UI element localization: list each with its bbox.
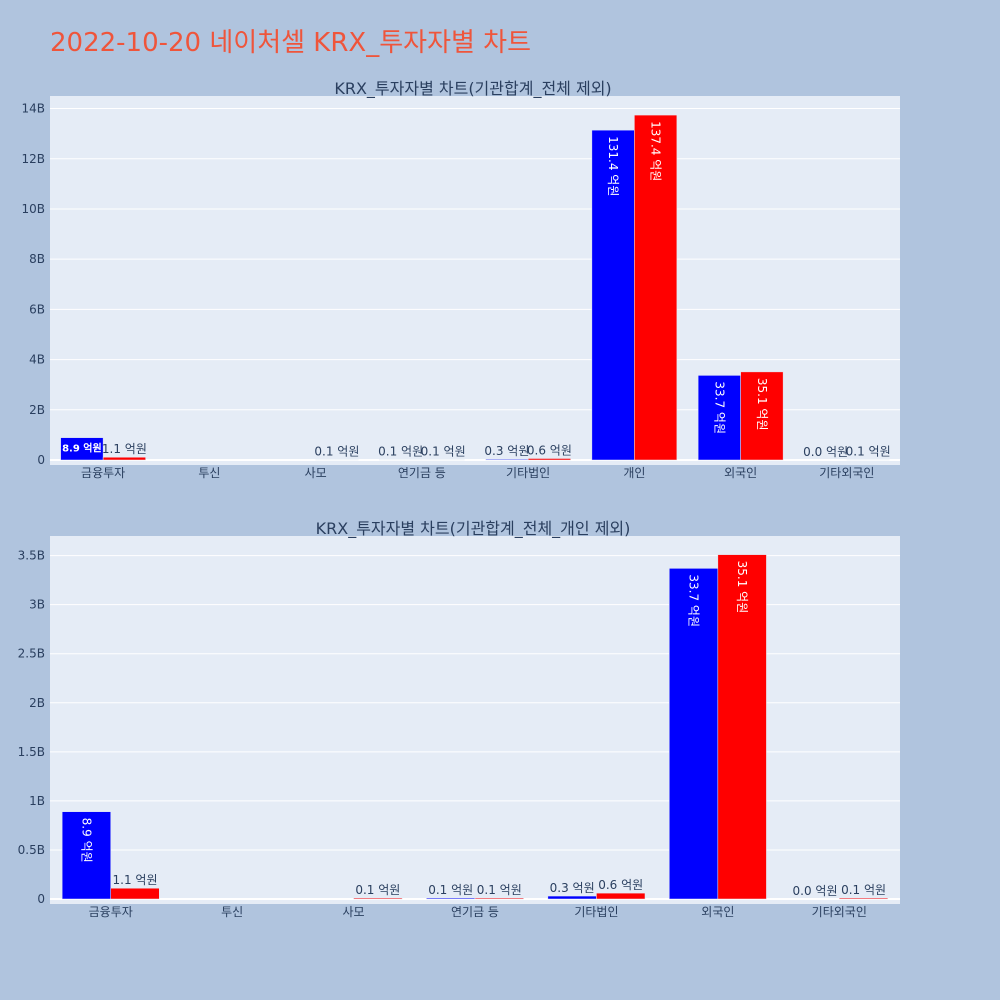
x-tick-label: 투신 xyxy=(221,905,243,919)
bar-data-label: 0.1 억원 xyxy=(421,445,466,459)
bar xyxy=(60,437,104,461)
y-tick-label: 0 xyxy=(37,892,45,906)
bar-data-label: 35.1 억원 xyxy=(735,561,749,614)
bar xyxy=(591,129,635,461)
x-tick-label: 외국인 xyxy=(701,905,734,919)
bar-data-label: 8.9 억원 xyxy=(79,818,93,863)
bar xyxy=(740,371,784,461)
bar-data-label: 33.7 억원 xyxy=(687,574,701,627)
bar-data-label: 8.9 억원 xyxy=(62,442,102,455)
bar xyxy=(485,458,529,461)
y-tick-label: 3B xyxy=(29,598,45,612)
bar-data-label: 0.1 억원 xyxy=(846,445,891,459)
bar-data-label: 33.7 억원 xyxy=(712,381,726,434)
bar xyxy=(634,114,678,461)
bar xyxy=(697,375,741,461)
bar xyxy=(61,811,111,900)
bar-data-label: 0.1 억원 xyxy=(378,445,423,459)
bar xyxy=(669,568,719,900)
bar xyxy=(110,887,160,900)
x-tick-label: 사모 xyxy=(305,466,327,480)
chart-title: KRX_투자자별 차트(기관합계_전체 제외) xyxy=(334,79,611,99)
x-tick-label: 기타법인 xyxy=(506,466,550,480)
y-tick-label: 12B xyxy=(21,152,45,166)
bar-data-label: 0.0 억원 xyxy=(793,884,838,898)
y-tick-label: 8B xyxy=(29,252,45,266)
y-tick-label: 0 xyxy=(37,453,45,467)
y-tick-label: 14B xyxy=(21,102,45,116)
y-tick-label: 10B xyxy=(21,202,45,216)
bar xyxy=(527,458,571,461)
bar-data-label: 0.1 억원 xyxy=(314,445,359,459)
y-tick-label: 0.5B xyxy=(18,843,45,857)
x-tick-label: 투신 xyxy=(198,466,220,480)
chart-title: KRX_투자자별 차트(기관합계_전체_개인 제외) xyxy=(316,519,631,539)
bar-data-label: 131.4 억원 xyxy=(606,136,620,196)
bar xyxy=(102,456,146,461)
bar xyxy=(547,895,597,900)
bar xyxy=(474,897,524,900)
x-tick-label: 기타법인 xyxy=(574,905,618,919)
bar-data-label: 1.1 억원 xyxy=(113,873,158,887)
y-tick-label: 4B xyxy=(29,353,45,367)
chart-1: KRX_투자자별 차트(기관합계_전체 제외) 0 2B 4B 6B 8B 10B 12B 14… xyxy=(21,79,900,480)
bar-data-label: 0.0 억원 xyxy=(803,445,848,459)
x-tick-label: 금융투자 xyxy=(89,905,133,919)
bar xyxy=(717,554,767,900)
bar xyxy=(353,897,403,900)
bar-data-label: 0.1 억원 xyxy=(477,883,522,897)
y-tick-label: 6B xyxy=(29,302,45,316)
y-tick-label: 1B xyxy=(29,794,45,808)
x-tick-label: 개인 xyxy=(623,466,645,480)
x-tick-label: 외국인 xyxy=(724,466,757,480)
x-tick-label: 사모 xyxy=(343,905,365,919)
bar xyxy=(839,897,889,900)
x-tick-label: 연기금 등 xyxy=(398,466,446,480)
x-tick-label: 금융투자 xyxy=(81,466,125,480)
bar-data-label: 0.3 억원 xyxy=(550,881,595,895)
bar xyxy=(426,897,476,900)
x-tick-label: 기타외국인 xyxy=(819,466,874,480)
x-tick-label: 연기금 등 xyxy=(451,905,499,919)
bar-data-label: 0.1 억원 xyxy=(841,883,886,897)
bar-data-label: 0.1 억원 xyxy=(355,883,400,897)
bar xyxy=(596,892,646,900)
bar-data-label: 0.3 억원 xyxy=(484,444,529,458)
y-tick-label: 2B xyxy=(29,696,45,710)
y-tick-label: 1.5B xyxy=(18,745,45,759)
bar-data-label: 35.1 억원 xyxy=(755,378,769,431)
y-tick-label: 2.5B xyxy=(18,647,45,661)
plot-area xyxy=(50,536,900,904)
chart-2: KRX_투자자별 차트(기관합계_전체_개인 제외) 0 0.5B 1B 1.5B 2B 2… xyxy=(18,519,900,919)
x-tick-label: 기타외국인 xyxy=(812,905,867,919)
bar-data-label: 1.1 억원 xyxy=(102,442,147,456)
bar-data-label: 137.4 억원 xyxy=(649,121,663,181)
page-title: 2022-10-20 네이처셀 KRX_투자자별 차트 xyxy=(50,28,532,58)
y-tick-label: 3.5B xyxy=(18,549,45,563)
bar-data-label: 0.1 억원 xyxy=(428,883,473,897)
bar-data-label: 0.6 억원 xyxy=(527,443,572,457)
y-tick-label: 2B xyxy=(29,403,45,417)
bar-data-label: 0.6 억원 xyxy=(598,878,643,892)
